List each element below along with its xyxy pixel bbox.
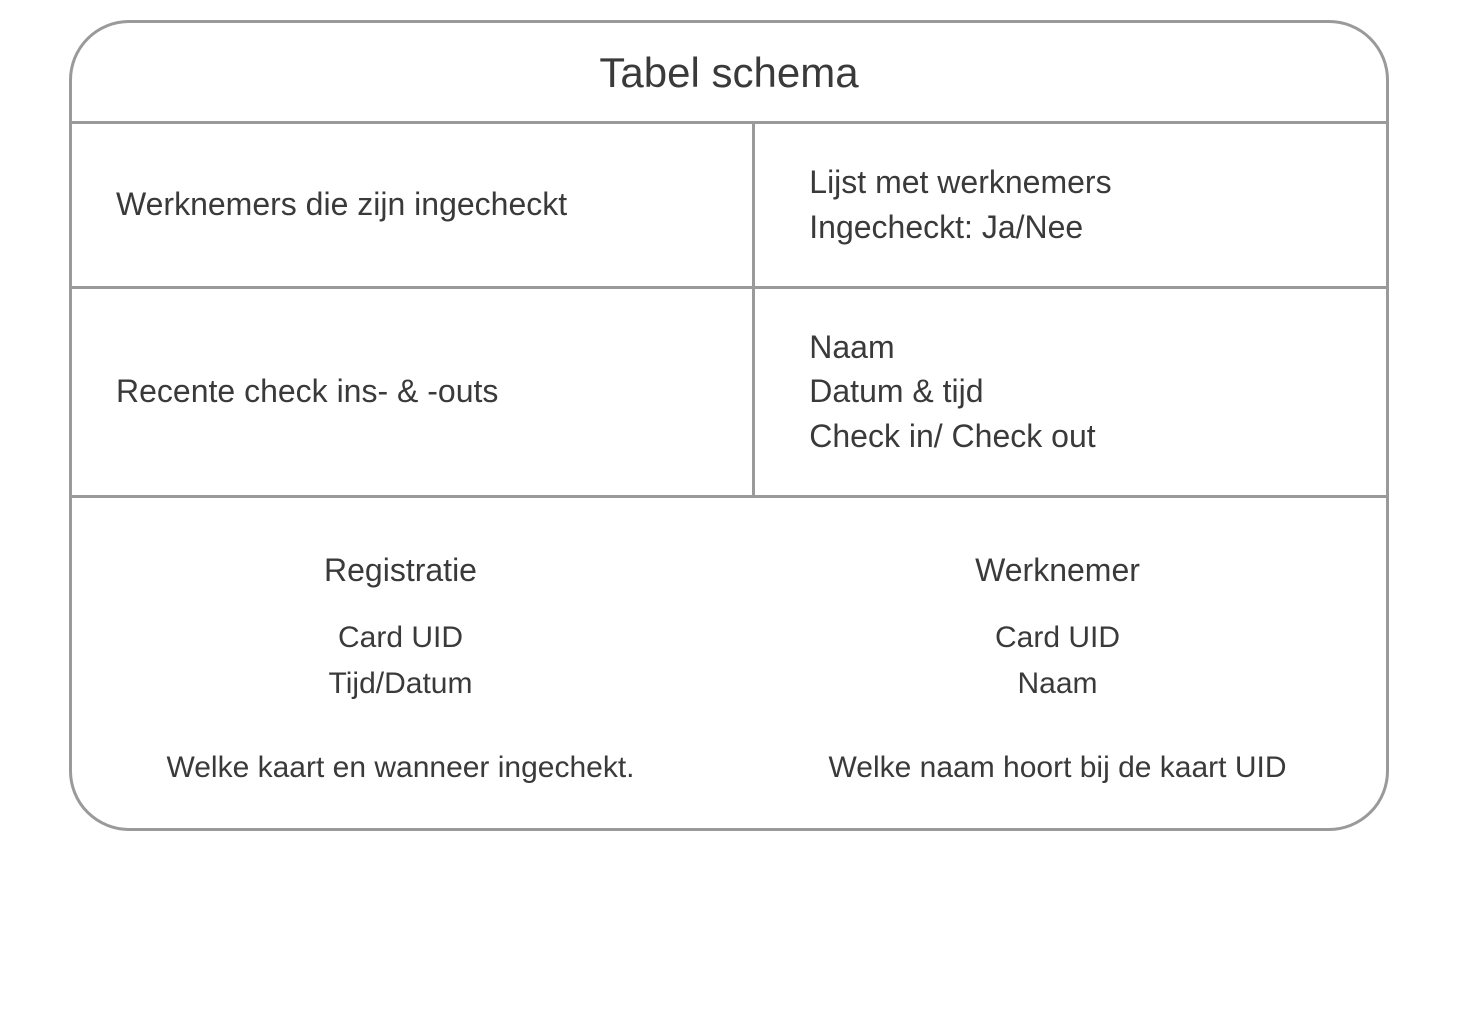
row-right-line: Check in/ Check out	[809, 414, 1346, 459]
row-right-content: Naam Datum & tijd Check in/ Check out	[755, 289, 1386, 495]
column-field: Card UID	[72, 615, 729, 662]
column-title: Registratie	[72, 552, 729, 589]
bottom-column-registratie: Registratie Card UID Tijd/Datum Welke ka…	[72, 552, 729, 789]
bottom-column-werknemer: Werknemer Card UID Naam Welke naam hoort…	[729, 552, 1386, 789]
column-field: Card UID	[729, 615, 1386, 662]
row-right-content: Lijst met werknemers Ingecheckt: Ja/Nee	[755, 124, 1386, 286]
column-description: Welke naam hoort bij de kaart UID	[729, 748, 1386, 789]
row-left-label: Werknemers die zijn ingecheckt	[72, 124, 755, 286]
row-left-label: Recente check ins- & -outs	[72, 289, 755, 495]
column-field: Naam	[729, 661, 1386, 708]
column-title: Werknemer	[729, 552, 1386, 589]
bottom-section: Registratie Card UID Tijd/Datum Welke ka…	[72, 498, 1386, 829]
schema-diagram: Tabel schema Werknemers die zijn ingeche…	[69, 20, 1389, 831]
row-right-line: Datum & tijd	[809, 369, 1346, 414]
schema-row-1: Werknemers die zijn ingecheckt Lijst met…	[72, 124, 1386, 289]
schema-row-2: Recente check ins- & -outs Naam Datum & …	[72, 289, 1386, 498]
row-right-line: Ingecheckt: Ja/Nee	[809, 205, 1346, 250]
row-right-line: Naam	[809, 325, 1346, 370]
column-description: Welke kaart en wanneer ingechekt.	[72, 748, 729, 789]
row-right-line: Lijst met werknemers	[809, 160, 1346, 205]
diagram-title: Tabel schema	[72, 23, 1386, 124]
column-field: Tijd/Datum	[72, 661, 729, 708]
